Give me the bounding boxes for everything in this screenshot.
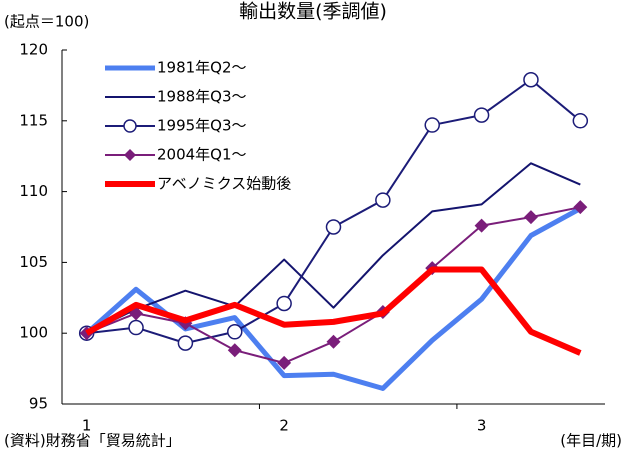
legend-label: アベノミクス始動後: [157, 175, 291, 193]
y-axis-label: (起点＝100): [4, 13, 89, 31]
point: [276, 295, 292, 312]
point: [424, 117, 440, 133]
point: [128, 319, 144, 336]
y-tick-label: 105: [19, 253, 48, 271]
legend-label: 1988年Q3～: [157, 88, 247, 106]
legend-label: 1981年Q2～: [157, 59, 247, 77]
x-tick-label: 3: [477, 417, 487, 435]
point: [177, 335, 194, 351]
point: [523, 210, 538, 225]
point: [227, 324, 243, 340]
legend-marker: [124, 149, 136, 161]
y-tick-label: 95: [29, 395, 48, 413]
point: [474, 218, 489, 233]
y-tick-label: 110: [19, 182, 48, 200]
point: [325, 219, 342, 235]
point: [277, 355, 292, 370]
y-tick-label: 115: [19, 111, 48, 129]
y-tick-label: 120: [19, 41, 48, 59]
series-line: [86, 162, 581, 335]
source: (資料)財務省「貿易統計」: [4, 432, 181, 450]
x-tick-label: 1: [82, 417, 92, 435]
point: [572, 113, 589, 129]
point: [326, 334, 341, 349]
x-axis-label: (年目/期): [560, 432, 622, 450]
legend-label: 2004年Q1～: [157, 146, 247, 164]
legend-marker: [123, 119, 137, 133]
legend-label: 1995年Q3～: [157, 117, 247, 135]
series-line: [85, 266, 582, 356]
x-tick-label: 2: [279, 417, 289, 435]
chart-title: 輸出数量(季調値): [239, 1, 387, 23]
y-tick-label: 100: [19, 324, 48, 342]
point: [523, 71, 539, 88]
point: [473, 107, 490, 123]
point: [375, 192, 391, 208]
point: [227, 343, 242, 358]
point: [573, 200, 588, 215]
